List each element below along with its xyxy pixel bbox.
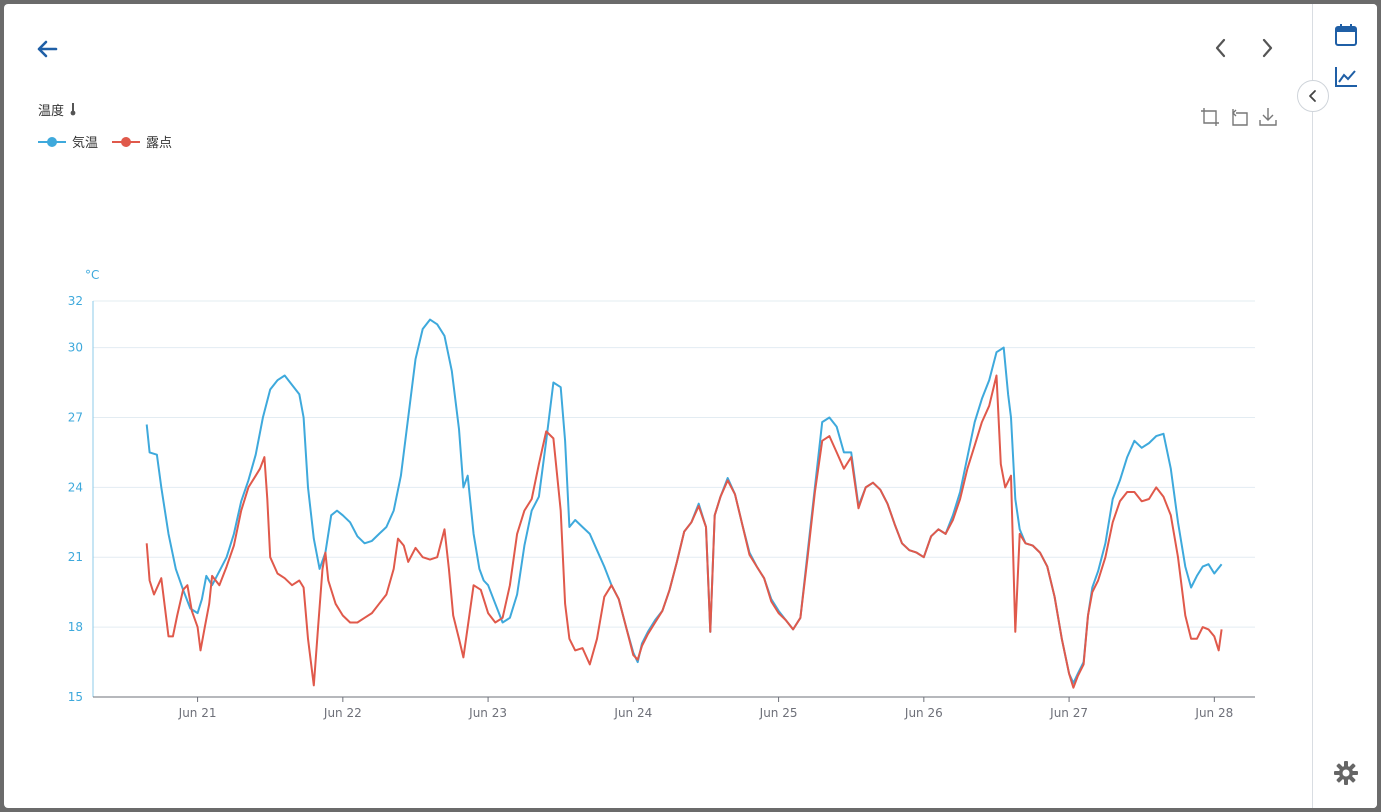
y-tick-label: 32 bbox=[68, 294, 83, 308]
right-sidebar bbox=[1312, 4, 1377, 808]
previous-period-button[interactable] bbox=[1209, 36, 1233, 60]
series-line-dew-point bbox=[145, 374, 1223, 689]
next-period-button[interactable] bbox=[1255, 36, 1279, 60]
y-tick-label: 24 bbox=[68, 480, 83, 494]
download-icon bbox=[1259, 108, 1277, 126]
collapse-chevron-icon bbox=[1309, 90, 1316, 102]
calendar-icon bbox=[1335, 24, 1357, 46]
arrow-left-icon bbox=[37, 40, 58, 58]
download-button[interactable] bbox=[1257, 106, 1279, 128]
x-tick-label: Jun 22 bbox=[323, 706, 362, 720]
x-tick-label: Jun 25 bbox=[759, 706, 798, 720]
zoom-reset-button[interactable] bbox=[1228, 106, 1250, 128]
x-tick-label: Jun 26 bbox=[904, 706, 943, 720]
legend-label-dew-point: 露点 bbox=[146, 136, 173, 151]
settings-button[interactable] bbox=[1333, 760, 1359, 786]
thermometer-icon bbox=[70, 103, 76, 116]
temperature-chart[interactable]: 15 18 21 24 27 30 32°C Jun 21 Jun 22 Jun 23 Jun 24… bbox=[4, 4, 1304, 744]
y-tick-label: 27 bbox=[68, 410, 83, 424]
y-tick-label: 18 bbox=[68, 620, 83, 634]
collapse-sidebar-button[interactable] bbox=[1297, 80, 1329, 112]
chart-view-button[interactable] bbox=[1333, 64, 1359, 90]
legend-item-dew-point[interactable]: 露点 bbox=[112, 132, 172, 151]
chart-legend: 気温 露点 bbox=[38, 132, 172, 151]
x-tick-label: Jun 24 bbox=[613, 706, 652, 720]
legend-label-air-temp: 気温 bbox=[72, 136, 99, 151]
line-chart-icon bbox=[1335, 67, 1357, 87]
legend-marker-air-temp bbox=[38, 136, 66, 147]
chevron-left-icon bbox=[1215, 38, 1226, 58]
y-tick-label: 15 bbox=[68, 690, 83, 704]
legend-marker-dew-point bbox=[112, 136, 141, 147]
chart-dialog: 温度 気温 露点 15 18 21 24 27 30 32 °C Jun 21 Jun 22 Jun… bbox=[4, 4, 1377, 808]
zoom-reset-icon bbox=[1232, 109, 1248, 126]
back-button[interactable] bbox=[32, 34, 62, 64]
chart-title: 温度 bbox=[38, 100, 78, 119]
calendar-button[interactable] bbox=[1333, 22, 1359, 48]
y-tick-label: 21 bbox=[68, 550, 83, 564]
chevron-right-icon bbox=[1262, 38, 1273, 58]
crop-zoom-icon bbox=[1201, 108, 1219, 126]
x-tick-label: Jun 27 bbox=[1049, 706, 1088, 720]
zoom-select-button[interactable] bbox=[1199, 106, 1221, 128]
legend-item-air-temp[interactable]: 気温 bbox=[38, 132, 98, 151]
y-axis-unit: °C bbox=[85, 268, 99, 282]
y-tick-label: 30 bbox=[68, 341, 83, 355]
gear-icon bbox=[1334, 761, 1358, 785]
chart-title-text: 温度 bbox=[38, 104, 65, 119]
x-tick-label: Jun 28 bbox=[1194, 706, 1233, 720]
x-tick-label: Jun 21 bbox=[178, 706, 217, 720]
x-tick-label: Jun 23 bbox=[468, 706, 507, 720]
